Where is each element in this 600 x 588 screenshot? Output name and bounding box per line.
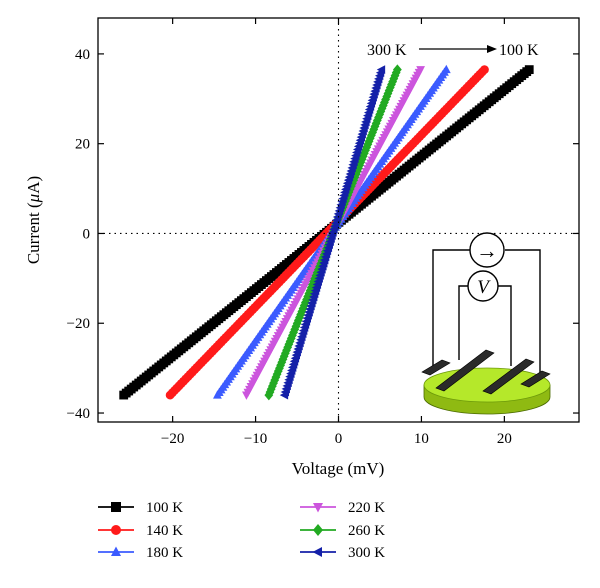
annotation-to-label: 100 K [499, 42, 539, 59]
legend-label: 180 K [146, 545, 183, 561]
series-layer [119, 64, 534, 401]
temperature-annotation: 300 K 100 K [367, 42, 539, 59]
y-axis-label-suffix: A) [24, 176, 43, 194]
electrode-strip-4 [520, 370, 551, 388]
y-tick-label: −40 [67, 406, 90, 422]
legend-marker [111, 546, 121, 556]
x-tick-label: 20 [497, 431, 512, 447]
legend-item: 100 K [98, 500, 183, 516]
electrode-strips [421, 349, 551, 395]
x-tick-label: −10 [244, 431, 267, 447]
y-axis-label-prefix: Current ( [24, 202, 43, 264]
ammeter-symbol [469, 232, 505, 268]
y-axis-label: Current (μA) [24, 176, 43, 264]
legend-marker [312, 547, 322, 557]
legend-label: 220 K [348, 500, 385, 516]
legend-item: 140 K [98, 523, 183, 539]
y-tick-label: 40 [75, 47, 90, 63]
voltmeter-label: V [477, 277, 491, 298]
legend-label: 100 K [146, 500, 183, 516]
legend-marker [111, 502, 121, 512]
legend-item: 300 K [300, 545, 385, 561]
legend-item: 180 K [98, 545, 183, 561]
series-300-k [279, 65, 386, 400]
data-point [441, 64, 451, 74]
x-tick-label: 0 [335, 431, 343, 447]
x-tick-label: −20 [161, 431, 184, 447]
legend-item: 260 K [300, 523, 385, 539]
ammeter-arrow-icon: → [476, 238, 498, 263]
legend-marker [111, 525, 121, 535]
y-axis-label-mu: μ [24, 194, 43, 204]
legend: 100 K 140 K 180 K 220 K 260 K 300 K [98, 500, 385, 561]
voltmeter-symbol [467, 270, 499, 302]
legend-item: 220 K [300, 500, 385, 516]
legend-label: 300 K [348, 545, 385, 561]
electrode-strip-3 [482, 358, 535, 395]
y-tick-label: −20 [67, 316, 90, 332]
y-tick-label: 0 [83, 226, 91, 242]
legend-marker [313, 503, 323, 513]
x-tick-label: 10 [414, 431, 429, 447]
legend-marker [313, 524, 323, 536]
circuit-wires [432, 249, 541, 373]
legend-label: 260 K [348, 523, 385, 539]
zero-lines [98, 18, 579, 422]
annotation-from-label: 300 K [367, 42, 407, 59]
y-tick-label: 20 [75, 137, 90, 153]
electrode-strip-1 [421, 359, 451, 376]
circuit-inset: → V [421, 232, 551, 415]
annotation-arrow-head [487, 45, 497, 53]
legend-label: 140 K [146, 523, 183, 539]
x-axis-label: Voltage (mV) [292, 459, 385, 478]
series-140-k [165, 65, 489, 400]
electrode-strip-2 [435, 349, 495, 392]
data-point [392, 64, 402, 75]
data-point [416, 66, 426, 75]
axis-ticks: −20 −10 0 10 20 −40 −20 0 20 40 [67, 18, 579, 447]
data-point [376, 65, 386, 75]
data-point [480, 65, 489, 75]
data-point [524, 65, 534, 75]
